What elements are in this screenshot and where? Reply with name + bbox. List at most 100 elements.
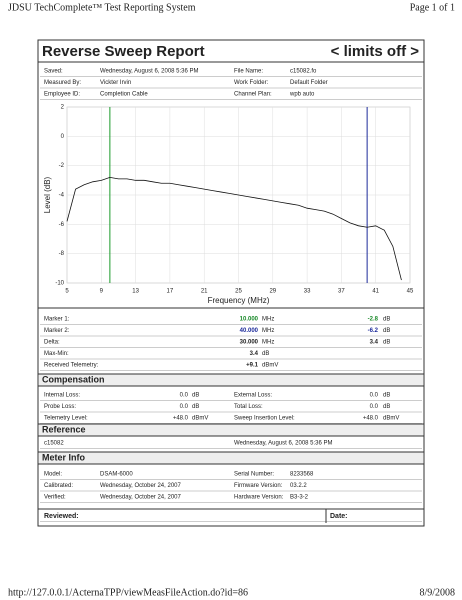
table-cell: 30.000 (240, 340, 259, 346)
table-cell: dB (383, 340, 390, 346)
y-tick-label: -8 (59, 251, 65, 257)
table-cell: Date: (330, 513, 348, 520)
table-cell: Channel Plan: (234, 92, 272, 98)
table-cell: Internal Loss: (44, 393, 80, 399)
table-cell: wpb auto (289, 92, 315, 98)
table-cell: +48.0 (363, 416, 379, 422)
y-tick-label: -6 (59, 222, 65, 228)
table-cell: Firmware Version: (234, 483, 283, 489)
table-cell: c15082 (44, 441, 64, 447)
x-tick-label: 13 (132, 289, 139, 295)
x-tick-label: 5 (65, 289, 69, 295)
table-cell: -2.8 (368, 317, 379, 323)
section-title: Reference (42, 424, 86, 434)
x-axis-label: Frequency (MHz) (208, 296, 270, 305)
x-tick-label: 45 (407, 289, 414, 295)
x-tick-label: 25 (235, 289, 242, 295)
table-cell: Received Telemetry: (44, 363, 99, 369)
table-cell: dBmV (383, 416, 399, 422)
table-cell: dBmV (192, 416, 208, 422)
table-cell: Work Folder: (234, 80, 269, 86)
limits-status: < limits off > (331, 43, 420, 60)
y-tick-label: -10 (55, 281, 64, 287)
table-cell: c15082.fo (290, 69, 317, 75)
table-cell: dB (262, 351, 269, 357)
table-cell: Delta: (44, 340, 60, 346)
table-cell: Default Folder (290, 80, 328, 86)
table-cell: Completion Cable (100, 92, 148, 98)
table-cell: dBmV (262, 363, 278, 369)
report-title: Reverse Sweep Report (42, 43, 205, 60)
section-band (39, 424, 423, 436)
table-cell: Probe Loss: (44, 404, 76, 410)
table-cell: dB (383, 404, 390, 410)
table-cell: Employee ID: (44, 92, 80, 98)
x-tick-label: 33 (304, 289, 311, 295)
page-number: Page 1 of 1 (410, 2, 455, 13)
x-tick-label: 21 (201, 289, 208, 295)
y-tick-label: -4 (59, 193, 65, 199)
table-cell: -6.2 (368, 328, 379, 334)
x-tick-label: 9 (100, 289, 104, 295)
table-cell: MHz (262, 340, 274, 346)
header-title: JDSU TechComplete™ Test Reporting System (8, 2, 196, 13)
table-cell: Marker 1: (44, 317, 70, 323)
table-cell: dB (192, 393, 199, 399)
y-axis-label: Level (dB) (43, 176, 52, 213)
table-cell: dB (383, 328, 390, 334)
table-cell: Max-Min: (44, 351, 69, 357)
section-band (39, 374, 423, 386)
x-tick-label: 17 (167, 289, 174, 295)
table-cell: 0.0 (180, 404, 189, 410)
table-cell: DSAM-6000 (100, 472, 133, 478)
table-cell: MHz (262, 317, 274, 323)
table-cell: File Name: (234, 69, 263, 75)
table-cell: Reviewed: (44, 513, 79, 520)
y-tick-label: 0 (61, 134, 65, 140)
table-cell: Serial Number: (234, 472, 274, 478)
footer-date: 8/9/2008 (419, 587, 455, 598)
table-cell: Marker 2: (44, 328, 70, 334)
table-cell: External Loss: (234, 393, 272, 399)
table-cell: Sweep Insertion Level: (234, 416, 295, 422)
table-cell: Wednesday, August 6, 2008 5:36 PM (100, 69, 199, 75)
table-cell: 0.0 (370, 393, 379, 399)
y-tick-label: 2 (61, 105, 65, 111)
table-cell: 03.2.2 (290, 483, 307, 489)
table-cell: 3.4 (370, 340, 379, 346)
table-cell: Model: (44, 472, 62, 478)
table-cell: 0.0 (180, 393, 189, 399)
table-cell: Hardware Version: (234, 495, 284, 501)
table-cell: Wednesday, October 24, 2007 (100, 483, 181, 489)
table-cell: 0.0 (370, 404, 379, 410)
table-cell: Wednesday, August 6, 2008 5:36 PM (234, 441, 333, 447)
table-cell: Telemetry Level: (44, 416, 88, 422)
table-cell: Measured By: (44, 80, 81, 86)
sweep-trace (66, 176, 402, 281)
x-tick-label: 37 (338, 289, 345, 295)
y-tick-label: -2 (59, 163, 65, 169)
table-cell: Total Loss: (234, 404, 263, 410)
table-cell: Saved: (44, 69, 63, 75)
table-cell: dB (383, 317, 390, 323)
table-cell: Verified: (44, 495, 66, 501)
table-cell: 8233568 (290, 472, 314, 478)
table-cell: dB (192, 404, 199, 410)
x-tick-label: 41 (372, 289, 379, 295)
section-band (39, 452, 423, 464)
report-frame (37, 39, 425, 527)
footer-url: http://127.0.0.1/ActernaTPP/viewMeasFile… (8, 587, 248, 598)
table-cell: Calibrated: (44, 483, 73, 489)
table-cell: dB (383, 393, 390, 399)
table-cell: Vickter Irvin (100, 80, 131, 86)
table-cell: +48.0 (173, 416, 189, 422)
table-cell: Wednesday, October 24, 2007 (100, 495, 181, 501)
table-cell: +9.1 (246, 363, 259, 369)
x-tick-label: 29 (269, 289, 276, 295)
table-cell: 40.000 (240, 328, 259, 334)
table-cell: 3.4 (250, 351, 259, 357)
table-cell: B3-3-2 (290, 495, 309, 501)
section-title: Compensation (42, 374, 105, 384)
table-cell: MHz (262, 328, 274, 334)
